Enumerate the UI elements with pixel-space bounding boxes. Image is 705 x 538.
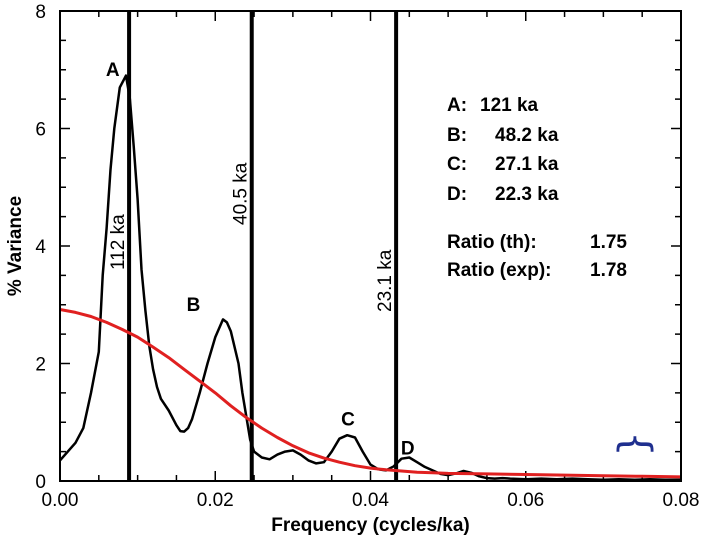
y-tick-label: 0 [35, 472, 46, 493]
peak-label: D [401, 439, 415, 460]
x-tick-label: 0.08 [663, 490, 700, 511]
peak-label: C [341, 409, 355, 430]
x-tick-label: 0.04 [352, 490, 389, 511]
x-tick-label: 0.02 [197, 490, 234, 511]
info-key: Ratio (th): [447, 232, 537, 253]
x-tick-label: 0.06 [507, 490, 544, 511]
peak-labels: A B C D [106, 60, 415, 460]
peak-label: B [187, 295, 201, 316]
y-tick-label: 2 [35, 355, 46, 376]
x-tick-label: 0.00 [42, 490, 79, 511]
y-tick-labels: 0 2 4 6 8 [35, 2, 46, 493]
red-noise-line [59, 308, 682, 479]
period-line-label: 40.5 ka [231, 162, 252, 225]
period-line-label: 23.1 ka [375, 249, 396, 312]
brace-icon: { [613, 431, 659, 456]
y-tick-label: 4 [35, 237, 46, 258]
y-tick-label: 6 [35, 120, 46, 141]
x-axis-title: Frequency (cycles/ka) [271, 515, 470, 536]
info-key: C: [447, 154, 467, 175]
spectrum-line [59, 74, 681, 482]
info-value: 121 ka [480, 95, 539, 116]
period-line-label: 112 ka [108, 214, 129, 270]
info-value: 1.78 [590, 260, 627, 281]
info-key: A: [447, 95, 467, 116]
y-tick-label: 8 [35, 2, 46, 23]
period-info-box: A: 121 ka B: 48.2 ka C: 27.1 ka D: 22.3 ka Ratio… [447, 95, 627, 281]
info-key: D: [447, 184, 467, 205]
info-value: 1.75 [590, 232, 627, 253]
info-value: 27.1 ka [495, 154, 559, 175]
plot-frame [59, 10, 682, 482]
y-axis-title: % Variance [5, 196, 26, 296]
info-value: 22.3 ka [495, 184, 559, 205]
x-tick-labels: 0.00 0.02 0.04 0.06 0.08 [42, 490, 700, 511]
tick-marks [59, 10, 682, 482]
info-value: 48.2 ka [495, 125, 559, 146]
series-lines [59, 74, 682, 482]
info-key: Ratio (exp): [447, 260, 552, 281]
peak-label: A [106, 60, 120, 81]
info-key: B: [447, 125, 467, 146]
